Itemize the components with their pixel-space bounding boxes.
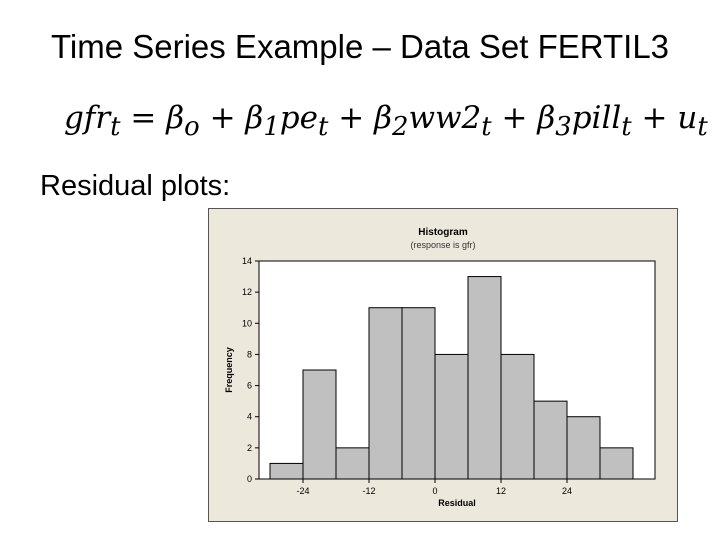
equation-lhs: gfr	[64, 100, 111, 136]
x-tick-label: 12	[496, 486, 506, 496]
x-axis: -24 -12 0 12 24	[296, 479, 572, 496]
term-3-var-sub: t	[621, 112, 632, 143]
term-2-var-sub: t	[481, 112, 492, 143]
term-4-var: u	[677, 100, 698, 136]
x-tick-label: 0	[432, 486, 437, 496]
histogram-bar	[533, 400, 568, 480]
x-tick-label: -12	[362, 486, 375, 496]
histogram-bar	[467, 276, 502, 480]
histogram-bar	[599, 447, 634, 480]
term-0-coef: β	[166, 100, 185, 136]
x-axis-label: Residual	[438, 498, 476, 508]
chart-subtitle: (response is gfr)	[410, 240, 475, 250]
x-tick-label: 24	[562, 486, 572, 496]
term-1-var-sub: t	[317, 112, 329, 143]
term-2-coef-sub: 2	[392, 112, 409, 143]
y-tick-label: 6	[247, 381, 252, 391]
histogram-bars	[269, 276, 634, 480]
histogram-bar	[302, 369, 337, 480]
section-label: Residual plots:	[40, 170, 231, 202]
equation-lhs-subscript: t	[110, 112, 121, 143]
term-1-coef-sub: 1	[263, 112, 280, 143]
histogram-bar	[269, 462, 304, 480]
slide-title: Time Series Example – Data Set FERTIL3	[50, 28, 670, 65]
term-1-var: pe	[279, 100, 318, 136]
y-tick-label: 14	[242, 256, 252, 266]
y-axis: 0 2 4 6 8 10 12 14	[242, 256, 259, 484]
histogram-bar	[500, 353, 535, 480]
y-tick-label: 8	[247, 349, 252, 359]
y-tick-label: 0	[247, 474, 252, 484]
term-1-coef: β	[245, 100, 264, 136]
regression-equation: gfrt = βo + β1pet + β2ww2t + β3pillt + u…	[64, 100, 708, 143]
histogram-figure: Histogram (response is gfr) Residual Fre…	[208, 208, 678, 522]
histogram-bar	[566, 416, 601, 480]
term-3-var: pill	[571, 100, 622, 136]
term-4-var-sub: t	[697, 112, 708, 143]
term-2-coef: β	[374, 100, 392, 136]
y-axis-label: Frequency	[224, 347, 234, 393]
y-tick-label: 10	[242, 318, 252, 328]
term-3-coef: β	[537, 100, 556, 136]
y-tick-label: 12	[242, 287, 252, 297]
y-tick-label: 2	[247, 443, 252, 453]
chart-title: Histogram	[418, 227, 468, 238]
histogram-bar	[401, 307, 436, 480]
histogram-bar	[368, 307, 403, 480]
term-0-coef-sub: o	[184, 112, 200, 143]
histogram-bar	[335, 447, 370, 480]
histogram-bar	[434, 353, 469, 480]
histogram-chart: Histogram (response is gfr) Residual Fre…	[208, 208, 678, 522]
x-tick-label: -24	[296, 486, 309, 496]
term-2-var: ww2	[408, 100, 482, 136]
term-3-coef-sub: 3	[555, 112, 572, 143]
y-tick-label: 4	[247, 412, 252, 422]
